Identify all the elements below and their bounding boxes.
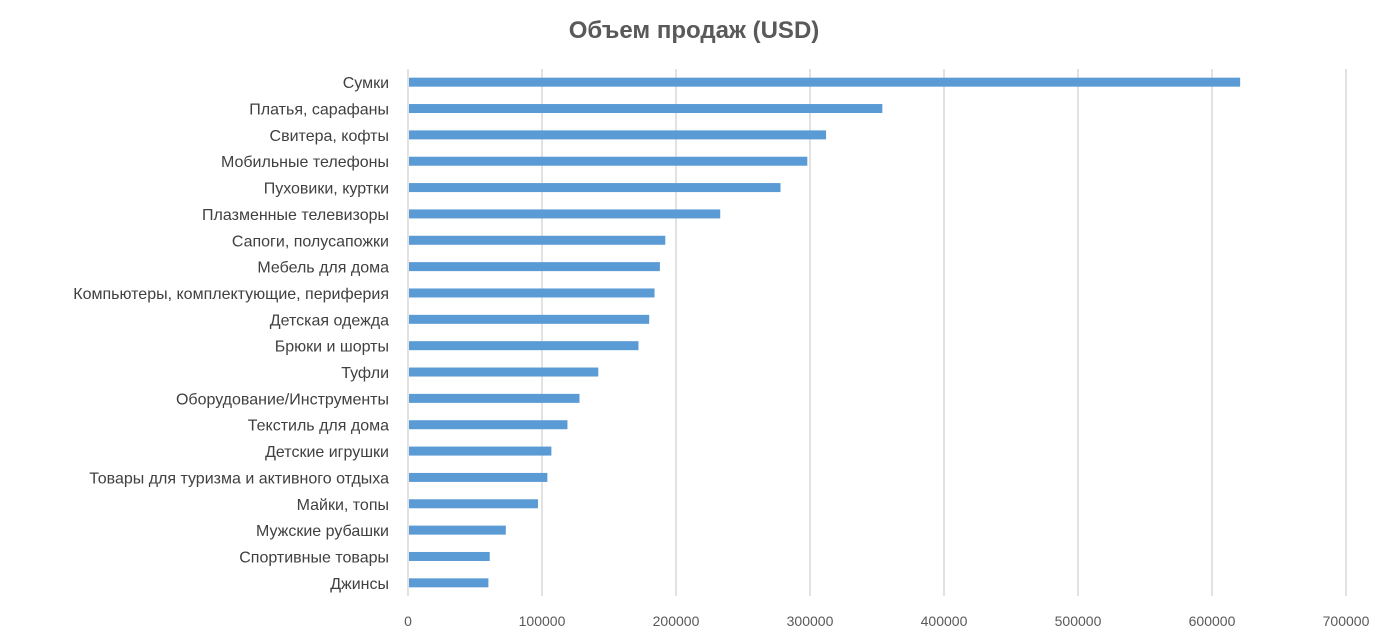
bar — [409, 578, 489, 588]
bar — [409, 472, 548, 482]
category-label: Компьютеры, комплектующие, периферия — [73, 286, 389, 303]
bar — [409, 446, 552, 456]
chart-title: Объем продаж (USD) — [569, 17, 820, 44]
x-tick-label: 0 — [404, 613, 412, 629]
bar — [409, 551, 490, 561]
bar — [409, 314, 650, 324]
category-labels: Сумки Платья, сарафаны Свитера, кофты Мобил… — [73, 75, 389, 593]
bar — [409, 262, 660, 272]
bar — [409, 104, 883, 114]
category-label: Брюки и шорты — [275, 339, 389, 356]
category-label: Майки, топы — [297, 497, 389, 514]
category-label: Свитера, кофты — [270, 128, 389, 145]
category-label: Мебель для дома — [257, 260, 389, 277]
bar — [409, 525, 506, 535]
category-label: Товары для туризма и активного отдыха — [89, 470, 389, 487]
bar — [409, 341, 639, 351]
bar — [409, 420, 568, 430]
category-label: Детская одежда — [270, 312, 389, 329]
category-label: Сапоги, полусапожки — [232, 233, 389, 250]
bar — [409, 209, 721, 219]
category-label: Туфли — [341, 365, 389, 382]
x-tick-label: 500000 — [1055, 613, 1102, 629]
x-tick-label: 300000 — [787, 613, 834, 629]
bar — [409, 367, 599, 377]
category-label: Джинсы — [330, 576, 389, 593]
category-label: Текстиль для дома — [248, 418, 389, 435]
x-tick-label: 200000 — [653, 613, 700, 629]
x-tick-label: 100000 — [519, 613, 566, 629]
bars — [409, 77, 1241, 588]
bar — [409, 77, 1241, 87]
bar — [409, 288, 655, 298]
x-tick-label: 400000 — [921, 613, 968, 629]
bar — [409, 393, 580, 403]
bar — [409, 130, 827, 140]
category-label: Детские игрушки — [265, 444, 389, 461]
category-label: Мужские рубашки — [256, 523, 389, 540]
x-tick-label: 700000 — [1323, 613, 1370, 629]
category-label: Спортивные товары — [239, 549, 389, 566]
category-label: Мобильные телефоны — [221, 154, 389, 171]
category-label: Пуховики, куртки — [264, 181, 389, 198]
category-label: Платья, сарафаны — [249, 102, 389, 119]
category-label: Плазменные телевизоры — [202, 207, 389, 224]
bar — [409, 156, 808, 166]
category-label: Сумки — [343, 75, 389, 92]
gridlines — [407, 69, 1347, 596]
x-axis-ticks: 0 100000 200000 300000 400000 500000 600000 700… — [404, 613, 1369, 629]
x-tick-label: 600000 — [1189, 613, 1236, 629]
category-label: Оборудование/Инструменты — [176, 391, 389, 408]
bar — [409, 499, 538, 509]
bar — [409, 235, 666, 245]
bar — [409, 183, 781, 193]
